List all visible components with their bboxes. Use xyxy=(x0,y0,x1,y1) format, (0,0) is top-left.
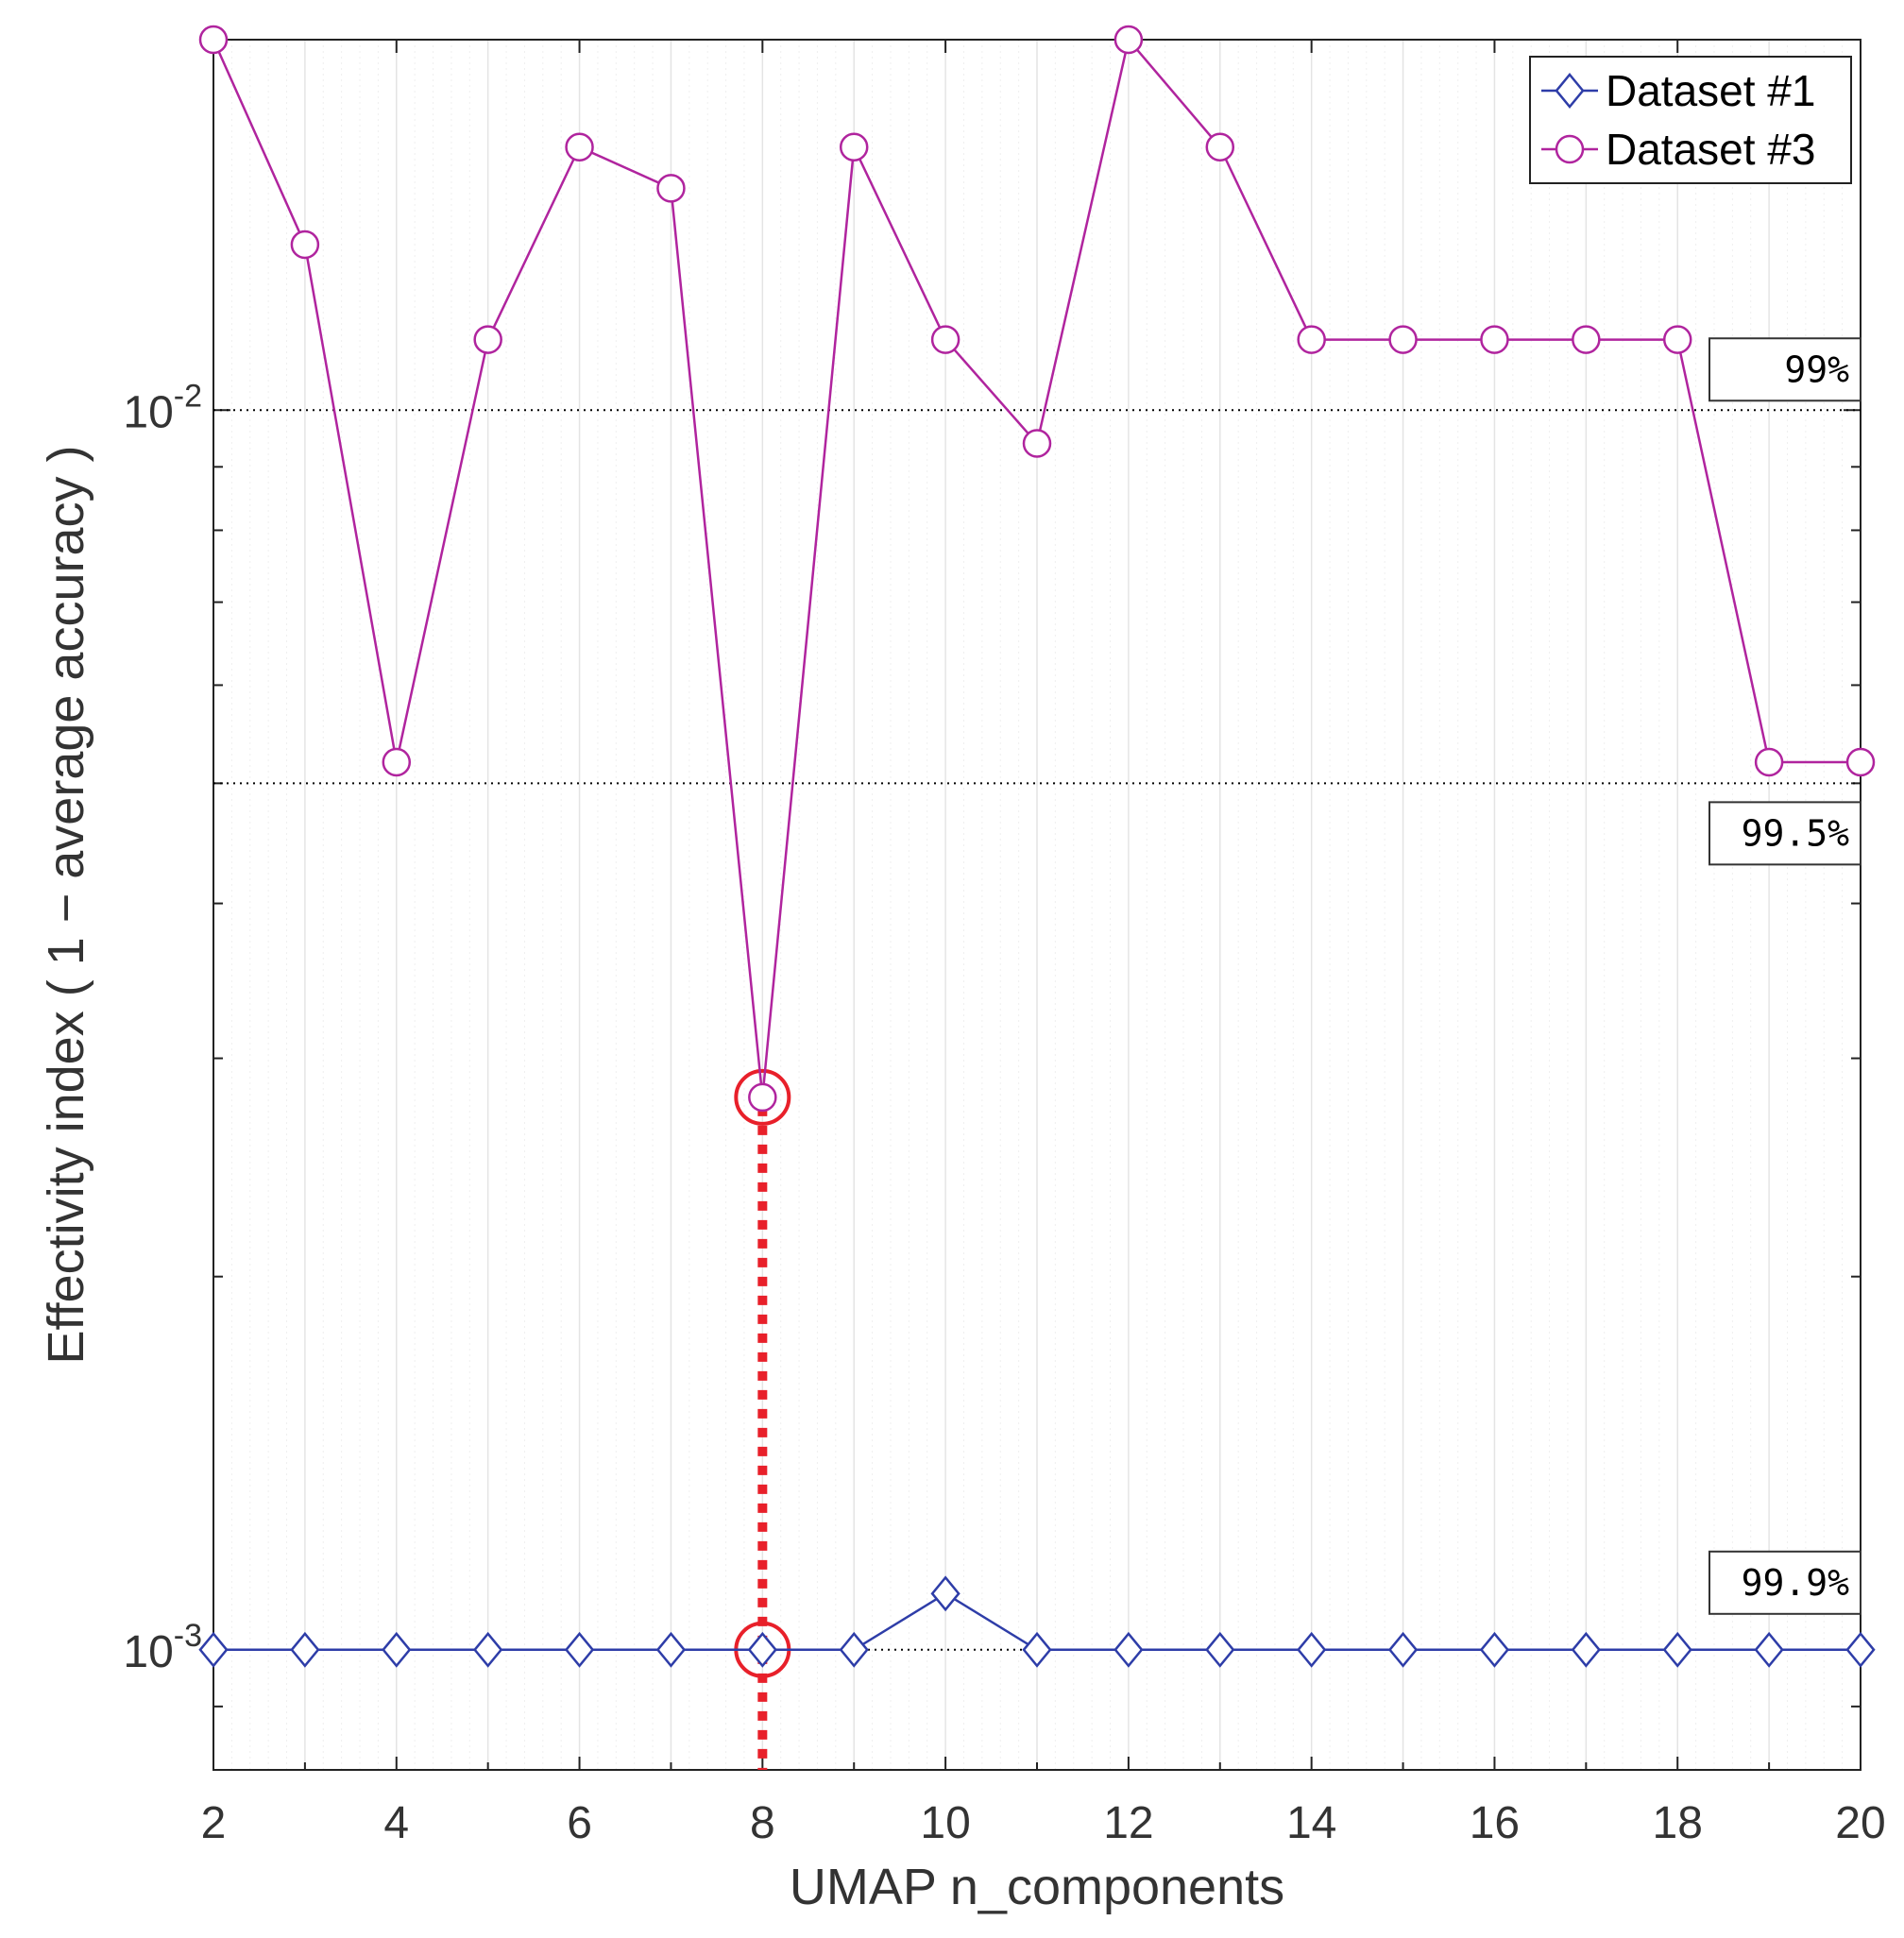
data-point xyxy=(1571,1631,1601,1668)
x-tick-label: 18 xyxy=(1653,1798,1703,1848)
x-tick-label: 10 xyxy=(920,1798,970,1848)
reference-label-box xyxy=(1708,337,1862,402)
legend-marker xyxy=(1555,134,1585,164)
data-point xyxy=(565,132,594,162)
reference-label-box xyxy=(1708,801,1862,866)
data-point xyxy=(564,1631,595,1668)
data-point xyxy=(1845,1631,1876,1668)
reference-label: 99% xyxy=(1784,348,1849,390)
data-point xyxy=(198,1631,229,1668)
data-point xyxy=(290,1631,320,1668)
data-point xyxy=(1022,1631,1052,1668)
x-tick-label: 4 xyxy=(383,1798,409,1848)
legend-box xyxy=(1529,56,1852,184)
series xyxy=(198,25,1876,1668)
legend-marker xyxy=(1555,73,1585,109)
x-tick-label: 8 xyxy=(750,1798,775,1848)
data-point xyxy=(1387,1631,1419,1668)
data-point xyxy=(1480,325,1509,354)
grid xyxy=(212,40,1862,1770)
data-point xyxy=(656,174,686,203)
data-point xyxy=(473,1631,503,1668)
reference-annotations: 99% 99.5% 99.9% xyxy=(1708,337,1862,1615)
data-point xyxy=(748,1082,777,1113)
data-point xyxy=(839,132,869,162)
y-axis-title: Effectivity index ( 1 − average accuracy… xyxy=(38,446,94,1365)
y-tick-labels: 10-3 10-2 xyxy=(123,378,202,1677)
data-point xyxy=(1754,1631,1784,1668)
data-point xyxy=(1205,132,1235,162)
data-point xyxy=(1662,325,1692,354)
x-tick-labels: 2 4 6 8 10 12 14 16 18 20 xyxy=(201,1798,1886,1848)
x-tick-label: 16 xyxy=(1470,1798,1520,1848)
data-point xyxy=(1205,1631,1235,1668)
x-tick-label: 12 xyxy=(1103,1798,1153,1848)
data-point xyxy=(1022,429,1052,458)
x-tick-label: 14 xyxy=(1286,1798,1336,1848)
data-point xyxy=(1662,1631,1692,1668)
data-point xyxy=(1297,325,1326,354)
data-point xyxy=(747,1631,777,1668)
x-tick-label: 2 xyxy=(201,1798,227,1848)
data-point xyxy=(1388,325,1418,354)
y-tick-label: 10-3 xyxy=(123,1618,202,1677)
data-point xyxy=(1572,325,1601,354)
data-point xyxy=(473,325,502,354)
data-point xyxy=(839,1631,869,1668)
y-tick-label: 10-2 xyxy=(123,378,202,437)
axis-ticks xyxy=(212,40,1862,1771)
data-point xyxy=(1297,1631,1327,1668)
reference-label: 99.9% xyxy=(1742,1562,1850,1604)
reference-label-box xyxy=(1708,1550,1862,1615)
reference-label: 99.5% xyxy=(1742,812,1850,854)
highlight-circle xyxy=(734,1068,791,1126)
data-point xyxy=(1845,747,1876,777)
x-axis-title: UMAP n_components xyxy=(790,1859,1284,1915)
data-point xyxy=(655,1631,687,1668)
x-tick-label: 20 xyxy=(1835,1798,1885,1848)
legend-label: Dataset #1 xyxy=(1606,66,1815,115)
data-point xyxy=(930,1575,960,1612)
data-point xyxy=(198,25,229,55)
x-tick-label: 6 xyxy=(567,1798,592,1848)
legend: Dataset #1 Dataset #3 xyxy=(1529,56,1852,184)
data-point xyxy=(382,747,412,777)
data-point xyxy=(1754,747,1784,777)
legend-label: Dataset #3 xyxy=(1606,125,1815,174)
data-point xyxy=(290,230,320,260)
data-point xyxy=(382,1631,412,1668)
data-point xyxy=(1114,1631,1144,1668)
data-point xyxy=(1114,25,1144,55)
data-point xyxy=(1479,1631,1510,1668)
data-point xyxy=(930,325,960,354)
